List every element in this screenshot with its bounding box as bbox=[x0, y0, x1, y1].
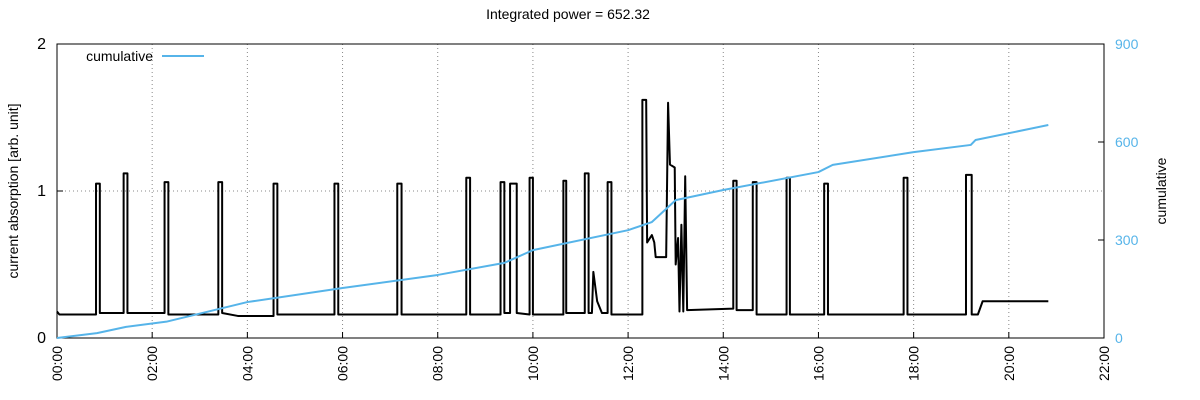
y2-axis-label: cumulative bbox=[1153, 157, 1169, 224]
x-tick-label: 00:00 bbox=[49, 346, 65, 381]
y-tick-label: 1 bbox=[37, 183, 46, 200]
chart-title: Integrated power = 652.32 bbox=[486, 6, 650, 22]
x-tick-label: 18:00 bbox=[906, 346, 922, 381]
x-tick-label: 02:00 bbox=[144, 346, 160, 381]
data-line bbox=[56, 124, 1049, 339]
x-tick-label: 08:00 bbox=[430, 346, 446, 381]
y-axis-label: current absorption [arb. unit] bbox=[5, 103, 21, 278]
y2-tick-label: 600 bbox=[1115, 134, 1139, 150]
x-tick-label: 20:00 bbox=[1001, 346, 1017, 381]
y2-tick-label: 300 bbox=[1115, 232, 1139, 248]
y2-tick-label: 0 bbox=[1115, 330, 1123, 346]
x-tick-label: 06:00 bbox=[335, 346, 351, 381]
x-tick-label: 12:00 bbox=[620, 346, 636, 381]
x-tick-label: 22:00 bbox=[1096, 346, 1112, 381]
x-tick-label: 04:00 bbox=[239, 346, 255, 381]
y-tick-label: 2 bbox=[37, 36, 46, 53]
x-tick-label: 16:00 bbox=[810, 346, 826, 381]
y-tick-label: 0 bbox=[37, 330, 46, 347]
legend-label: cumulative bbox=[86, 48, 153, 64]
y2-tick-label: 900 bbox=[1115, 36, 1139, 52]
x-tick-label: 10:00 bbox=[525, 346, 541, 381]
data-line bbox=[56, 98, 1049, 317]
x-tick-label: 14:00 bbox=[715, 346, 731, 381]
plot-border bbox=[56, 43, 1105, 339]
